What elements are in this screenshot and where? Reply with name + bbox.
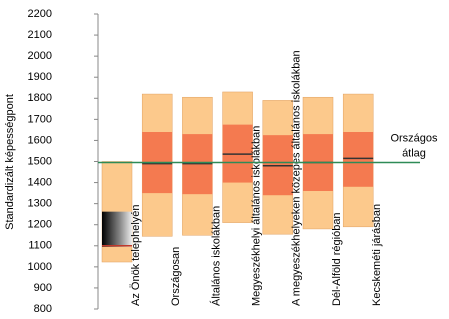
y-tick-label: 1900 <box>28 71 52 83</box>
average-label: átlag <box>402 147 426 159</box>
y-tick-label: 1200 <box>28 219 52 231</box>
x-tick-label: Dél-Alföld régióban <box>331 212 343 306</box>
y-tick-label: 1800 <box>28 92 52 104</box>
y-tick-label: 2200 <box>28 8 52 20</box>
y-tick-label: 800 <box>34 303 52 315</box>
y-tick-label: 1300 <box>28 198 52 210</box>
y-tick-label: 1000 <box>28 261 52 273</box>
y-tick-label: 900 <box>34 282 52 294</box>
x-tick-label: Országosan <box>170 247 182 306</box>
x-tick-label: Általános iskolákban <box>209 206 222 306</box>
y-tick-label: 1600 <box>28 134 52 146</box>
y-tick-label: 1500 <box>28 155 52 167</box>
x-tick-label: Megyeszékhelyi általános iskolákban <box>251 126 263 306</box>
y-tick-label: 1700 <box>28 113 52 125</box>
x-tick-label: Az Önök telephelyén <box>130 204 142 306</box>
y-axis-label: Standardizált képességpont <box>4 94 16 230</box>
y-tick-label: 2000 <box>28 50 52 62</box>
y-tick-label: 1100 <box>28 240 52 252</box>
x-tick-label: Kecskeméti járásban <box>371 204 383 306</box>
range-inner <box>343 132 374 187</box>
y-tick-label: 2100 <box>28 29 52 41</box>
y-tick-label: 1400 <box>28 176 52 188</box>
average-label: Országos <box>390 132 438 144</box>
x-tick-label: A megyeszékhelyeken közepes általános is… <box>291 50 303 306</box>
range-inner <box>102 211 132 247</box>
